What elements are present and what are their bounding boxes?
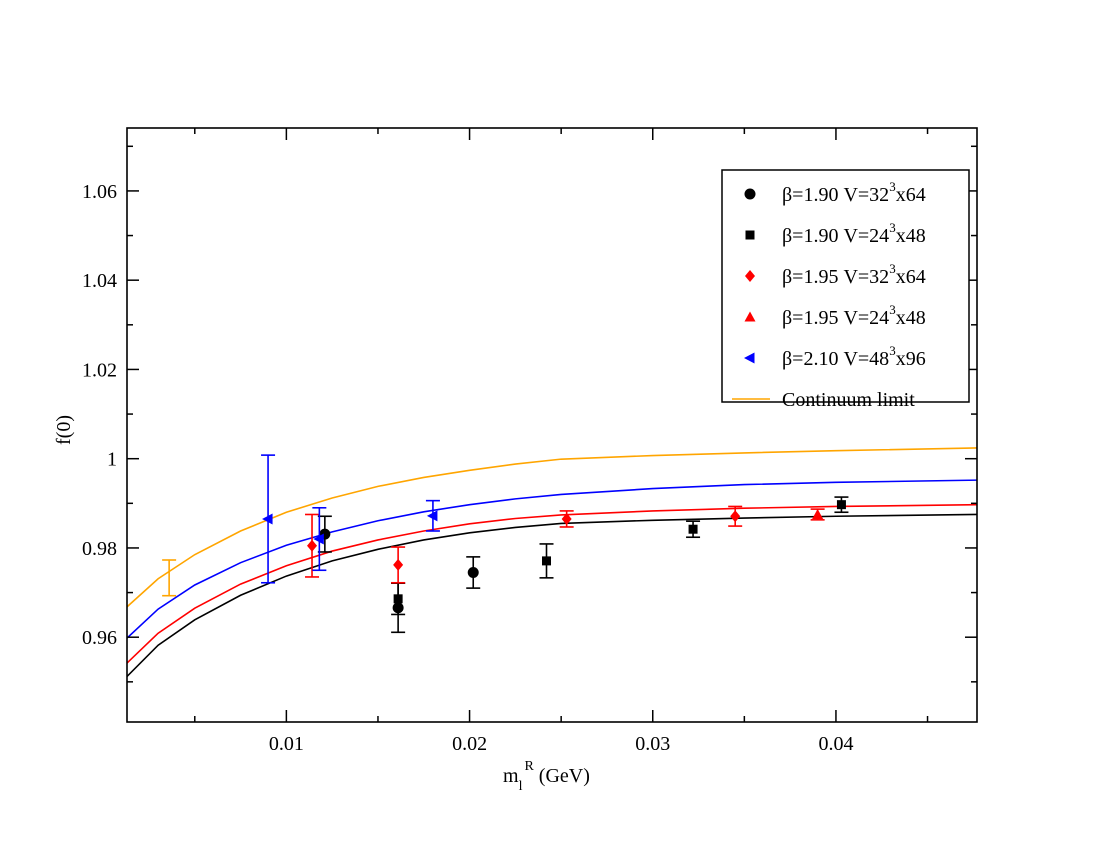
legend-label-5: Continuum limit xyxy=(782,389,915,411)
data-points xyxy=(162,454,849,634)
legend-label-suffix: x48 xyxy=(896,225,926,247)
legend-label-2: β=1.95 V=323x64 xyxy=(782,261,926,288)
x-axis-label-main: m xyxy=(503,765,519,787)
legend-item-5: Continuum limit xyxy=(732,389,915,411)
legend-label-3: β=1.95 V=243x48 xyxy=(782,302,926,329)
legend-label-suffix: x64 xyxy=(896,184,926,206)
series-2-point-2 xyxy=(561,512,572,525)
legend-label-suffix: x64 xyxy=(896,266,926,288)
series-3 xyxy=(810,508,825,521)
series-2-point-1 xyxy=(393,558,404,571)
legend-item-2: β=1.95 V=323x64 xyxy=(745,261,926,288)
legend-item-4: β=2.10 V=483x96 xyxy=(744,343,926,370)
y-tick-label: 0.98 xyxy=(82,538,117,560)
curve-1 xyxy=(127,479,977,639)
curve-3 xyxy=(127,513,977,678)
legend-label-sup: 3 xyxy=(889,343,896,358)
curve-0 xyxy=(127,447,977,608)
y-tick-label: 1.02 xyxy=(82,359,117,381)
series-1 xyxy=(391,496,849,616)
y-tick-label: 0.96 xyxy=(82,627,117,649)
legend-label-text: β=1.95 V=24 xyxy=(782,307,889,329)
x-tick-label: 0.02 xyxy=(452,733,487,755)
series-2-point-0 xyxy=(307,539,318,552)
legend-label-text: β=1.90 V=32 xyxy=(782,184,889,206)
legend-box xyxy=(721,169,970,403)
legend-label-0: β=1.90 V=323x64 xyxy=(782,179,926,206)
legend-label-text: β=1.90 V=24 xyxy=(782,225,889,247)
legend-marker-0 xyxy=(744,188,756,200)
legend-label-sup: 3 xyxy=(889,179,896,194)
y-tick-label: 1.04 xyxy=(82,270,117,292)
series-4-point-2 xyxy=(426,510,438,522)
x-tick-label: 0.03 xyxy=(635,733,670,755)
y-tick-label: 1 xyxy=(107,449,117,471)
series-4 xyxy=(261,454,440,584)
series-1-point-3 xyxy=(836,500,846,510)
legend-marker-1 xyxy=(745,230,755,240)
legend-label-sup: 3 xyxy=(889,302,896,317)
x-axis-label-sup: R xyxy=(524,759,534,774)
plot-frame xyxy=(126,127,978,723)
legend-label-sup: 3 xyxy=(889,261,896,276)
curve-2 xyxy=(127,503,977,664)
series-0-point-2 xyxy=(467,566,479,578)
axes: 0.01 0.02 0.03 0.04 0.96 0.98 1 1.02 1.04 1.06 xyxy=(82,127,978,755)
series-2-point-3 xyxy=(730,510,741,523)
legend-label-sup: 3 xyxy=(889,220,896,235)
legend-label-text: β=2.10 V=48 xyxy=(782,348,889,370)
legend-label-4: β=2.10 V=483x96 xyxy=(782,343,926,370)
x-axis-label-sub: l xyxy=(519,779,523,794)
x-tick-label: 0.01 xyxy=(269,733,304,755)
legend-label-suffix: x96 xyxy=(896,348,926,370)
x-axis-label: mlR (GeV) xyxy=(503,759,590,794)
continuum-point-errorbar xyxy=(162,559,177,597)
y-axis-label: f(0) xyxy=(53,415,75,445)
x-tick-label: 0.04 xyxy=(818,733,853,755)
x-axis-label-unit: (GeV) xyxy=(534,765,590,787)
series-4-point-0 xyxy=(262,513,273,525)
legend-label-suffix: x48 xyxy=(896,307,926,329)
fit-curves xyxy=(127,447,977,678)
series-4-point-1 xyxy=(313,533,324,545)
legend-marker-4 xyxy=(744,352,755,364)
series-3-point-0 xyxy=(812,508,824,519)
legend-item-3: β=1.95 V=243x48 xyxy=(744,302,926,329)
legend-label-1: β=1.90 V=243x48 xyxy=(782,220,926,247)
series-1-point-1 xyxy=(542,556,552,566)
series-1-point-0 xyxy=(393,594,403,604)
legend-item-0: β=1.90 V=323x64 xyxy=(744,179,926,206)
legend-item-1: β=1.90 V=243x48 xyxy=(745,220,926,247)
legend-marker-2 xyxy=(745,270,755,282)
legend-label-text: β=1.95 V=32 xyxy=(782,266,889,288)
series-1-point-2 xyxy=(688,524,698,534)
legend-marker-3 xyxy=(744,311,756,322)
series-2 xyxy=(305,505,743,584)
y-tick-label: 1.06 xyxy=(82,181,117,203)
